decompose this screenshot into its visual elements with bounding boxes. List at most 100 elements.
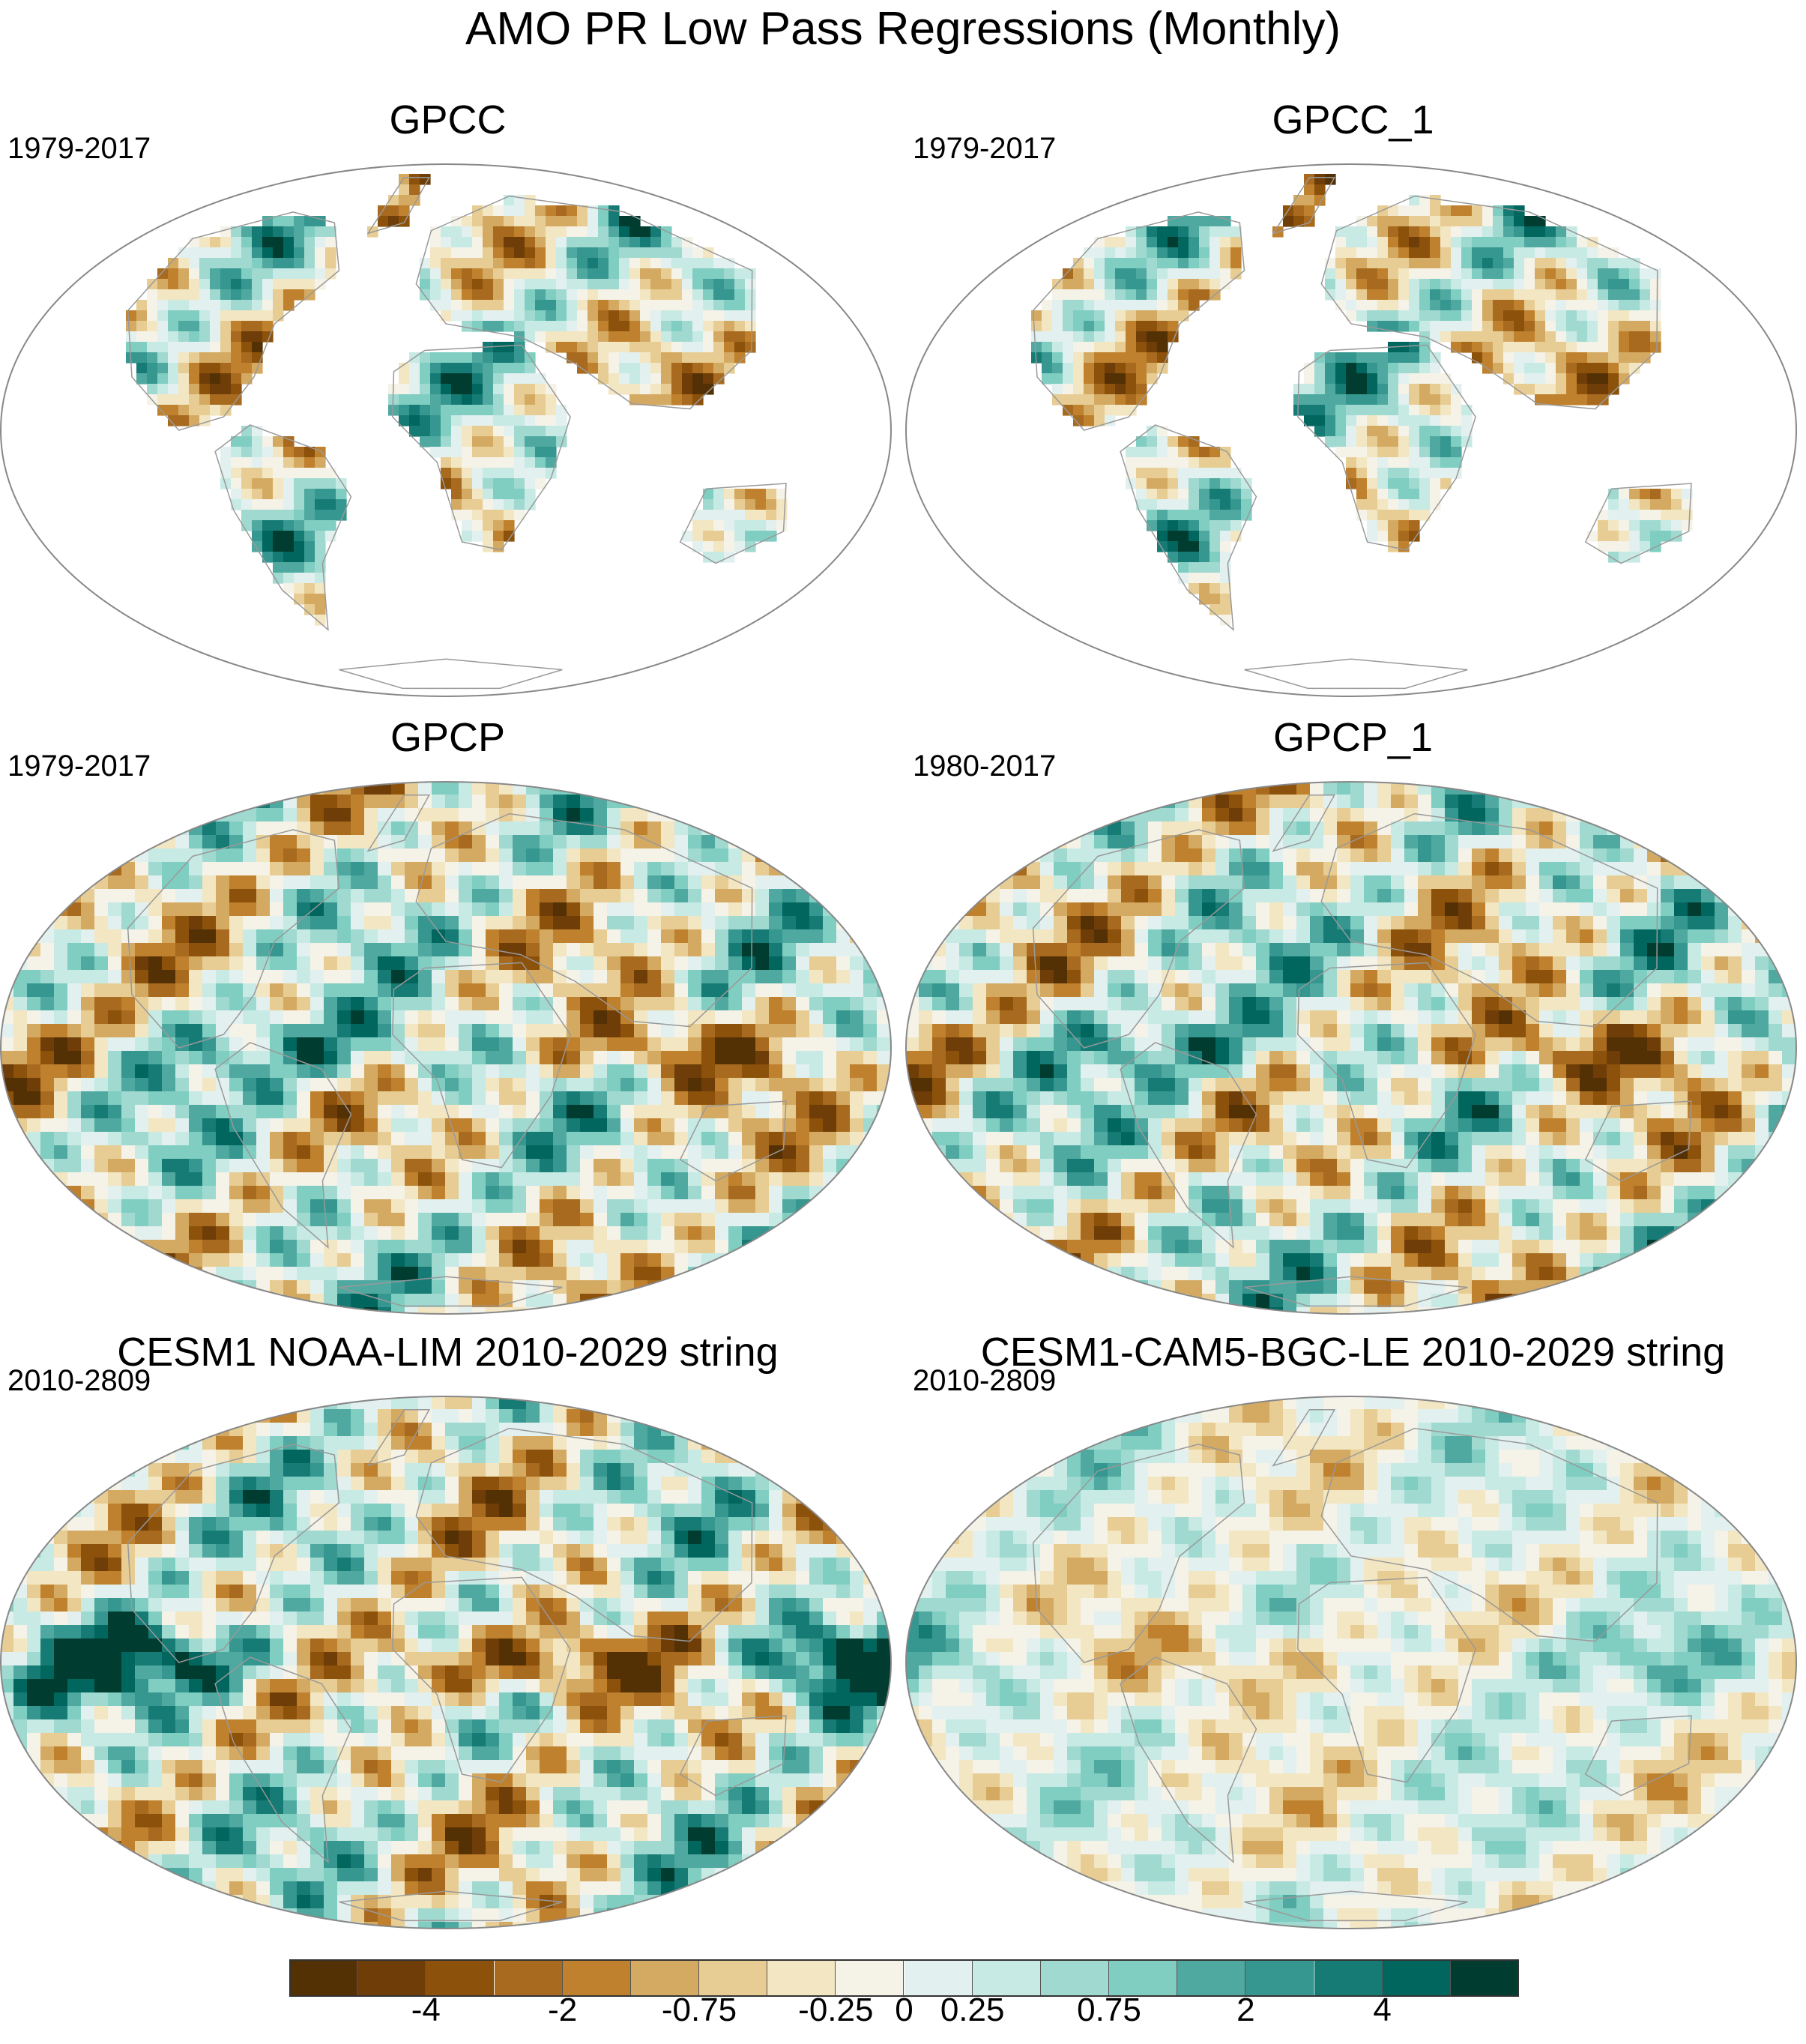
- map-outline: [905, 781, 1797, 1315]
- panel-period: 1979-2017: [913, 132, 1057, 165]
- precip-field: [906, 164, 1796, 696]
- panel-title: GPCP_1: [1272, 715, 1434, 760]
- coastline-eurasia: [1320, 195, 1658, 410]
- colorbar-swatch: [1040, 1959, 1109, 1997]
- coastline-greenland: [366, 795, 431, 852]
- colorbar-label: 4: [1373, 1992, 1392, 2028]
- colorbar-label: -2: [548, 1992, 578, 2028]
- map-panel: CESM1-CAM5-BGC-LE 2010-2029 string 2010-2…: [905, 1328, 1801, 1929]
- coastline-africa: [392, 1576, 571, 1783]
- coastline-australia: [1584, 1100, 1692, 1182]
- coastline-africa: [1297, 1576, 1476, 1783]
- map-panel: GPCP_1 1980-2017: [905, 714, 1801, 1315]
- coastline-australia: [679, 1715, 787, 1797]
- colorbar-label: -0.25: [798, 1992, 874, 2028]
- colorbar-label: 0.25: [940, 1992, 1005, 2028]
- precip-field: [1, 1396, 891, 1929]
- coastline-australia: [1584, 483, 1692, 564]
- coastline-samerica: [214, 424, 352, 632]
- coastline-eurasia: [415, 813, 753, 1028]
- colorbar-label: 0.75: [1077, 1992, 1141, 2028]
- coastline-greenland: [366, 1409, 431, 1467]
- coastline-africa: [1297, 344, 1476, 551]
- coastline-africa: [1297, 962, 1476, 1169]
- coastline-namerica: [127, 211, 340, 431]
- robinson-map: [905, 1396, 1797, 1929]
- colorbar-swatch: [699, 1959, 768, 1997]
- coastline-antarctica: [339, 658, 563, 690]
- coastline-namerica: [1032, 211, 1245, 431]
- precip-field: [906, 782, 1796, 1314]
- coastline-greenland: [1272, 177, 1336, 235]
- panel-period: 2010-2809: [7, 1364, 151, 1397]
- coastline-samerica: [1120, 1042, 1257, 1249]
- map-outline: [0, 1396, 892, 1929]
- colorbar-label: -0.75: [661, 1992, 737, 2028]
- robinson-map: [0, 781, 892, 1315]
- coastline-africa: [392, 344, 571, 551]
- colorbar-swatch: [1382, 1959, 1451, 1997]
- map-outline: [905, 1396, 1797, 1929]
- panel-title: GPCP: [390, 715, 506, 760]
- colorbar-swatch: [426, 1959, 495, 1997]
- panel-title: CESM1 NOAA-LIM 2010-2029 string: [117, 1330, 779, 1375]
- map-panel: GPCC 1979-2017: [0, 96, 896, 697]
- panel-title: GPCC_1: [1272, 97, 1434, 142]
- coastline-samerica: [214, 1656, 352, 1864]
- colorbar-swatch: [904, 1959, 973, 1997]
- coastline-samerica: [214, 1042, 352, 1249]
- robinson-map: [905, 781, 1797, 1315]
- colorbar-swatch: [1177, 1959, 1246, 1997]
- panel-period: 1979-2017: [7, 750, 151, 783]
- panel-period: 1979-2017: [7, 132, 151, 165]
- coastline-samerica: [1120, 1656, 1257, 1864]
- colorbar-swatch: [972, 1959, 1041, 1997]
- map-outline: [0, 781, 892, 1315]
- coastline-eurasia: [415, 1427, 753, 1642]
- colorbar-swatch: [1314, 1959, 1383, 1997]
- coastline-antarctica: [1244, 658, 1468, 690]
- colorbar-label: 2: [1236, 1992, 1255, 2028]
- coastline-australia: [679, 1100, 787, 1182]
- coastline-antarctica: [339, 1276, 563, 1307]
- map-panel: GPCC_1 1979-2017: [905, 96, 1801, 697]
- coastline-antarctica: [1244, 1276, 1468, 1307]
- colorbar-swatch: [836, 1959, 904, 1997]
- map-panel: CESM1 NOAA-LIM 2010-2029 string 2010-2809: [0, 1328, 896, 1929]
- map-outline: [905, 163, 1797, 697]
- colorbar-swatch: [289, 1959, 358, 1997]
- colorbar-label: -4: [411, 1992, 441, 2028]
- panel-title: GPCC: [389, 97, 507, 142]
- precip-field: [1, 782, 891, 1314]
- coastline-namerica: [127, 1444, 340, 1663]
- colorbar-swatch: [1450, 1959, 1519, 1997]
- coastline-eurasia: [1320, 813, 1658, 1028]
- colorbar-swatch: [1109, 1959, 1178, 1997]
- main-title: AMO PR Low Pass Regressions (Monthly): [465, 3, 1341, 55]
- colorbar: [289, 1959, 1519, 1998]
- coastline-greenland: [366, 177, 431, 235]
- coastline-africa: [392, 962, 571, 1169]
- coastline-namerica: [1032, 829, 1245, 1049]
- precip-field: [906, 1396, 1796, 1929]
- coastline-australia: [679, 483, 787, 564]
- coastline-eurasia: [415, 195, 753, 410]
- coastline-antarctica: [339, 1890, 563, 1922]
- coastline-antarctica: [1244, 1890, 1468, 1922]
- panel-period: 1980-2017: [913, 750, 1057, 783]
- panel-title: CESM1-CAM5-BGC-LE 2010-2029 string: [980, 1330, 1726, 1375]
- colorbar-swatch: [630, 1959, 699, 1997]
- coastline-samerica: [1120, 424, 1257, 632]
- coastline-eurasia: [1320, 1427, 1658, 1642]
- robinson-map: [0, 163, 892, 697]
- colorbar-swatch: [357, 1959, 426, 1997]
- colorbar-label: 0: [895, 1992, 913, 2028]
- colorbar-swatch: [767, 1959, 836, 1997]
- coastline-greenland: [1272, 1409, 1336, 1467]
- coastline-namerica: [127, 829, 340, 1049]
- coastline-greenland: [1272, 795, 1336, 852]
- coastline-namerica: [1032, 1444, 1245, 1663]
- robinson-map: [905, 163, 1797, 697]
- map-outline: [0, 163, 892, 697]
- coastline-australia: [1584, 1715, 1692, 1797]
